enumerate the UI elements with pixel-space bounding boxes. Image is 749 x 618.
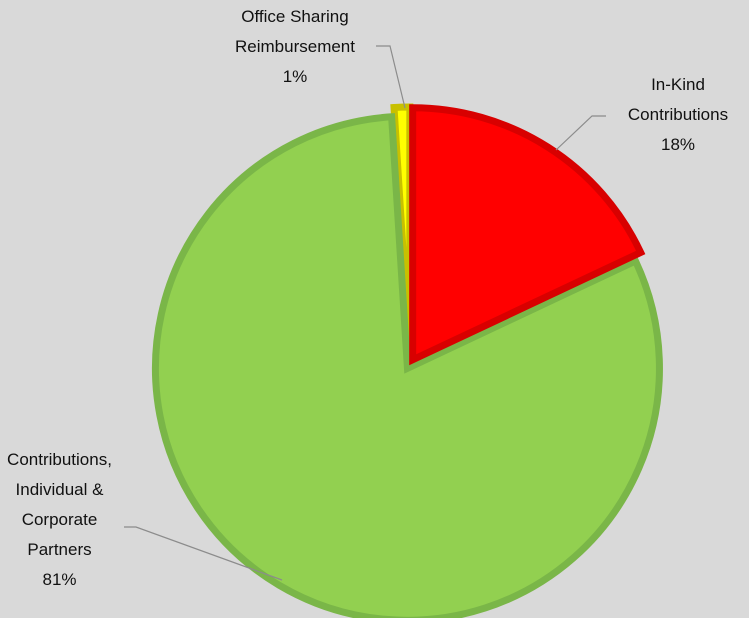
pie-slice — [151, 113, 663, 618]
category-label: In-Kind Contributions — [627, 75, 729, 124]
leader-line — [376, 45, 406, 109]
slice-label: In-Kind Contributions 18% — [603, 70, 749, 160]
value-label: 81% — [42, 570, 77, 589]
slice-label: Contributions, Individual & Corporate Pa… — [0, 445, 122, 595]
slice-label: Office Sharing Reimbursement 1% — [205, 2, 385, 92]
category-label: Office Sharing Reimbursement — [235, 7, 355, 56]
value-label: 18% — [660, 135, 696, 154]
leader-line — [555, 115, 606, 151]
leader-line — [124, 526, 283, 581]
pie-slice — [409, 104, 646, 366]
value-label: 1% — [282, 67, 308, 86]
category-label: Contributions, Individual & Corporate Pa… — [7, 450, 112, 559]
